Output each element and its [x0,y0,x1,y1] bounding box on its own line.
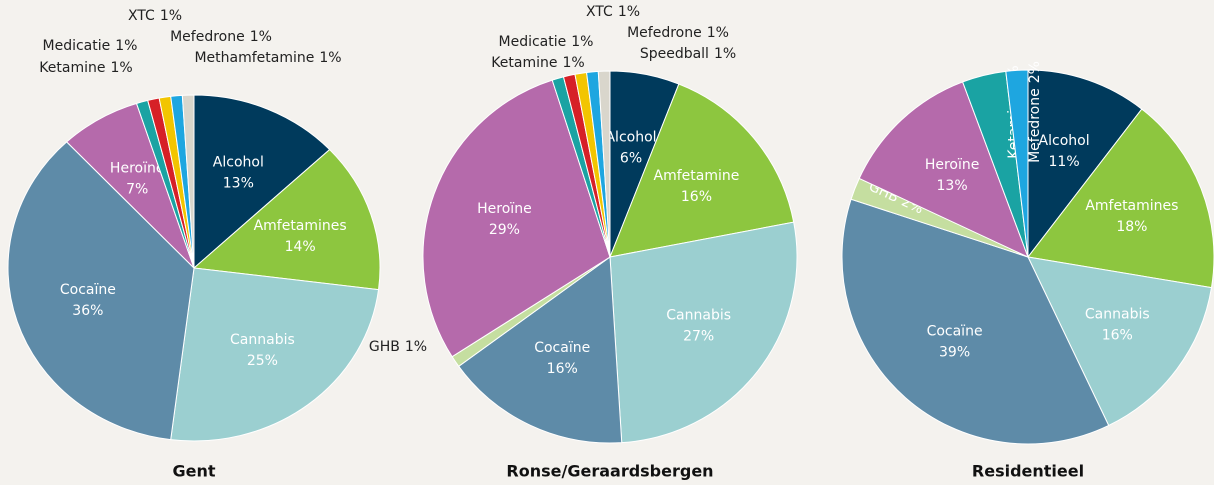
slice-label: Methamfetamine 1% [194,50,341,66]
slice-name: Cannabis [230,332,295,348]
pie-slice [841,198,1110,445]
slice-name: Mefedrone [627,25,702,41]
slice-name: Medicatie [499,34,567,50]
slice-value: 1% [319,50,341,66]
slice-value: 16% [547,361,578,377]
slice-name: Alcohol [605,129,656,145]
slice-name: Heroïne [477,201,532,217]
slice-value: 1% [714,46,736,62]
slice-value: 39% [939,344,970,360]
slice-name: Speedball [640,46,709,62]
slice-name: Cocaïne [927,323,983,339]
chart-title: Gent [172,462,215,481]
pie-slice [1027,69,1143,259]
slice-value: 13% [223,176,254,192]
pie-slice [181,94,195,269]
slice-label: Ketamine 1% [491,55,584,71]
slice-name: Ketamine [39,60,105,76]
slice-name: Alcohol [213,155,264,171]
slice-name: Cocaïne [534,340,590,356]
slice-name: GHB [369,339,400,355]
pie-slice [422,79,611,358]
slice-name: Cannabis [1085,306,1150,322]
pie-slice [609,83,795,258]
slice-name: Alcohol [1039,133,1090,149]
slice-value: 1% [160,8,182,24]
slice-name: Amfetamines [1085,198,1178,214]
slice-name: Cannabis [666,307,731,323]
slice-label: Mefedrone 2% [1027,61,1043,163]
slice-label: Speedball 1% [640,46,736,62]
chart-title: Residentieel [972,462,1084,481]
slice-name: Cocaïne [60,282,116,298]
slice-value: 16% [681,189,712,205]
pie-slice [192,148,381,291]
slice-value: 2% [1027,61,1043,83]
slice-value: 11% [1049,154,1080,170]
pie-slice [597,70,611,258]
slice-name: Mefedrone [170,29,245,45]
slice-value: 25% [247,353,278,369]
slice-value: 36% [72,303,103,319]
slice-name: XTC [586,4,613,20]
slice-value: 13% [937,178,968,194]
pie-slice [858,81,1029,258]
slice-label: Mefedrone 1% [627,25,729,41]
slice-value: 1% [707,25,729,41]
chart-title: Ronse/Geraardsbergen [506,462,713,481]
slice-label: XTC 1% [586,4,640,20]
slice-value: 14% [285,239,316,255]
slice-value: 29% [489,222,520,238]
slice-value: 6% [620,150,642,166]
slice-value: 1% [115,38,137,54]
pie-slice [458,256,623,444]
slice-value: 1% [110,60,132,76]
slice-label: XTC 1% [128,8,182,24]
slice-value: 16% [1102,327,1133,343]
slice-value: 1% [618,4,640,20]
slice-name: Mefedrone [1027,88,1043,163]
slice-name: Ketamine [491,55,557,71]
pie-slice [609,221,798,444]
slice-name: Heroïne [110,161,165,177]
slice-value: 1% [571,34,593,50]
pie-slice [7,141,195,441]
slice-value: 1% [405,339,427,355]
slice-label: Medicatie 1% [499,34,594,50]
slice-name: Amfetamines [254,218,347,234]
slice-label: Medicatie 1% [43,38,138,54]
slice-value: 18% [1116,219,1147,235]
slice-value: 1% [250,29,272,45]
slice-label: Ketamine 1% [39,60,132,76]
slice-name: Methamfetamine [194,50,314,66]
pie-slice [1027,256,1213,427]
slice-label: Mefedrone 1% [170,29,272,45]
slice-name: Heroïne [925,157,980,173]
slice-value: 7% [126,182,148,198]
slice-name: Medicatie [43,38,111,54]
slice-name: XTC [128,8,155,24]
slice-name: Amfetamine [654,168,740,184]
slice-value: 27% [683,328,714,344]
pie-slice [1005,69,1029,258]
slice-value: 1% [562,55,584,71]
pie-slice [193,94,331,270]
pie-slice [170,267,380,442]
slice-label: GHB 1% [369,339,427,355]
